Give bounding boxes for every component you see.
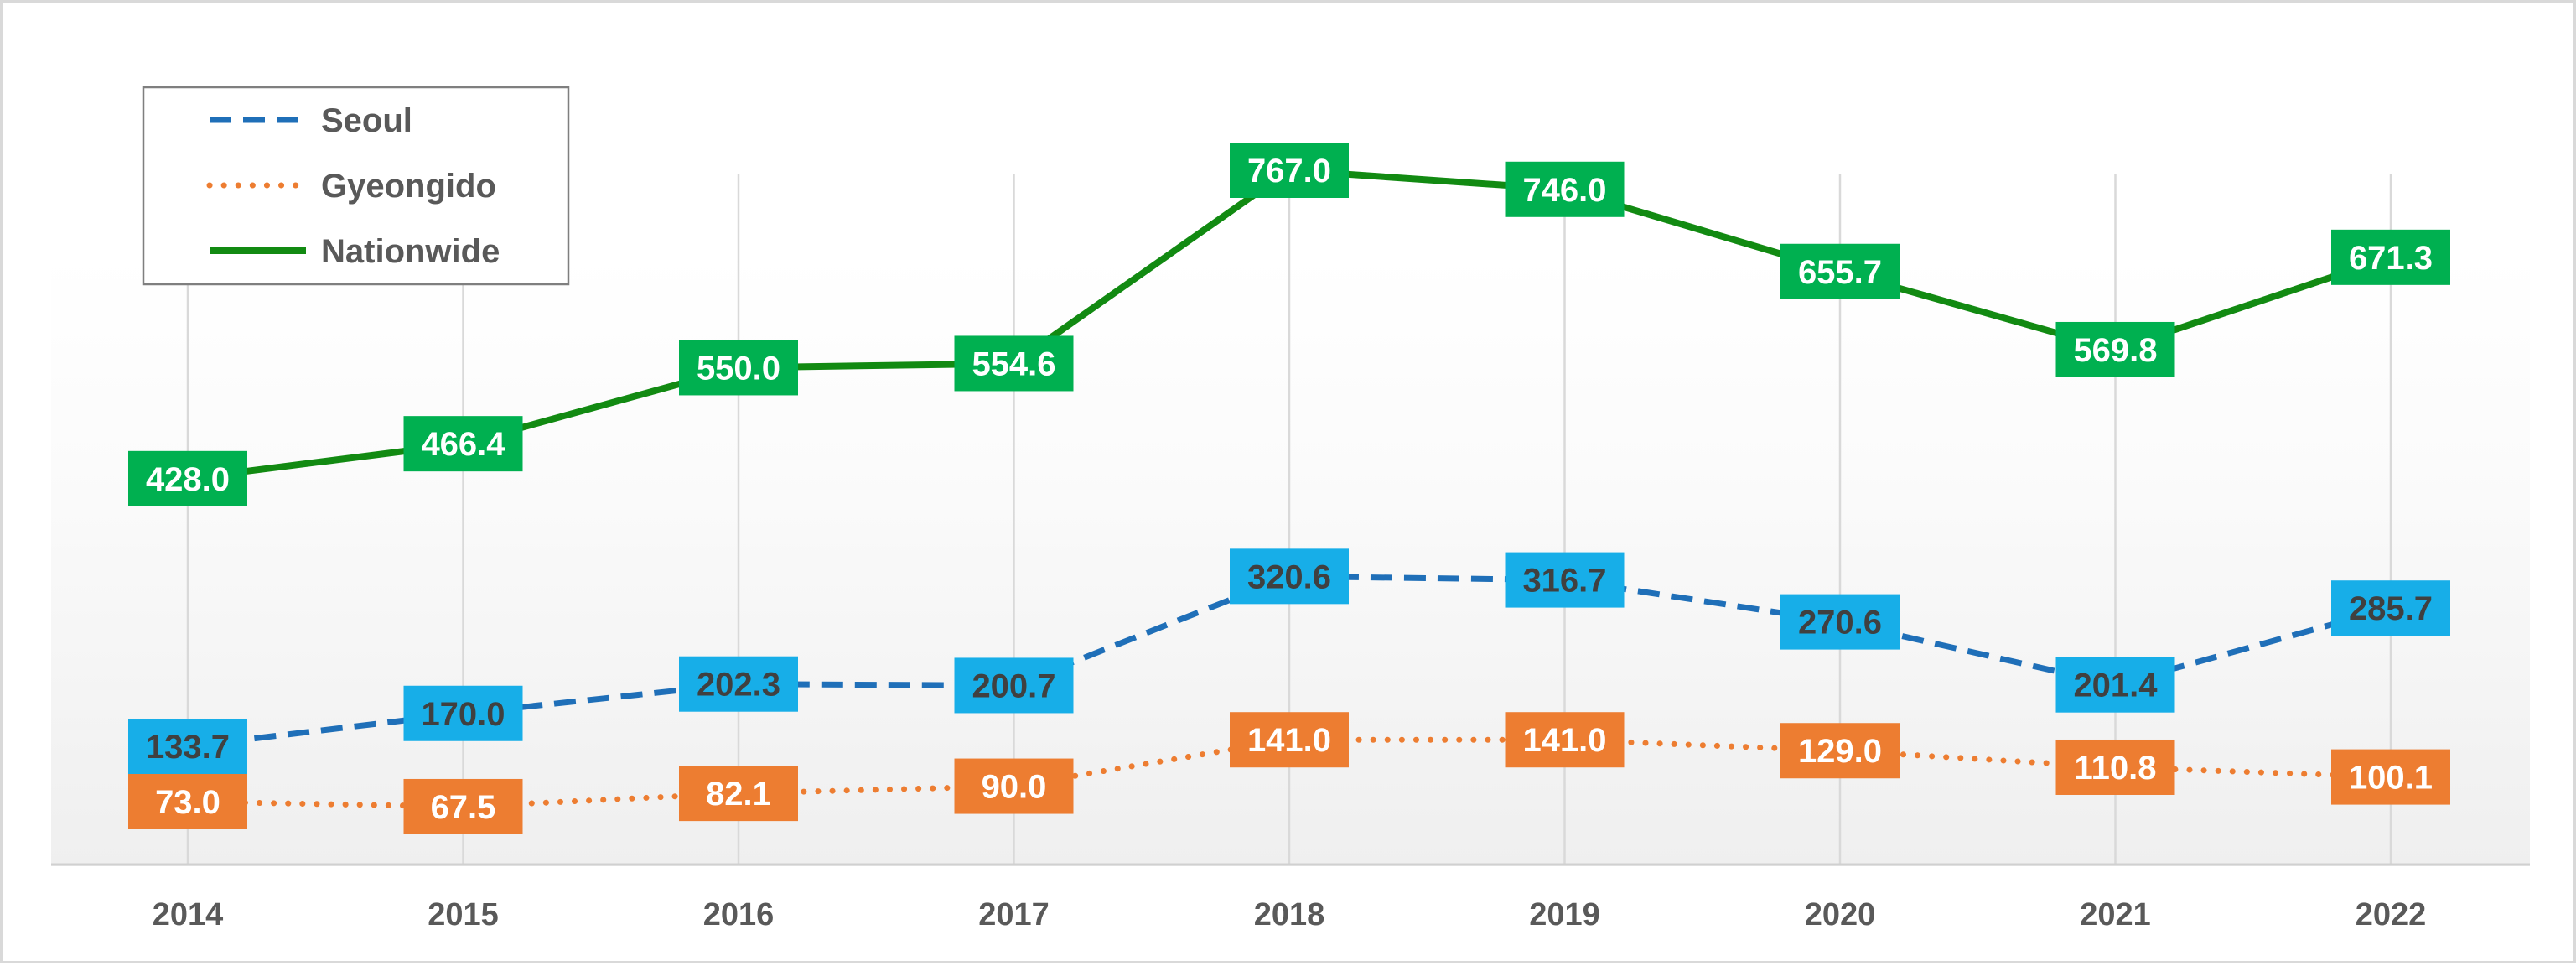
data-label-gyeongido-2019: 141.0 [1505, 712, 1625, 768]
data-label-value: 129.0 [1798, 733, 1882, 770]
data-label-box [1505, 712, 1625, 768]
data-label-value: 671.3 [2349, 240, 2433, 277]
data-label-value: 569.8 [2073, 332, 2157, 369]
data-label-box [2331, 749, 2450, 805]
data-label-nationwide-2016: 550.0 [679, 340, 798, 396]
x-tick-label-2022: 2022 [2356, 897, 2427, 932]
data-label-value: 100.1 [2349, 760, 2433, 797]
data-labels: 133.7 170.0 202.3 200.7 320.6 316.7 270.6 201.4… [128, 143, 2450, 834]
data-label-value: 110.8 [2075, 750, 2157, 787]
data-label-box [2055, 657, 2175, 713]
data-label-value: 141.0 [1247, 722, 1331, 759]
data-label-gyeongido-2015: 67.5 [403, 778, 523, 834]
data-label-gyeongido-2018: 141.0 [1230, 712, 1349, 768]
data-label-box [1505, 161, 1625, 217]
data-label-value: 550.0 [697, 350, 780, 387]
data-label-seoul-2015: 170.0 [403, 685, 523, 741]
data-label-nationwide-2018: 767.0 [1230, 143, 1349, 198]
data-label-box [128, 719, 247, 775]
data-label-value: 73.0 [155, 784, 220, 821]
line-chart: 2014 2015 2016 2017 2018 2019 2020 2021 2022 133… [51, 86, 2530, 932]
data-label-value: 320.6 [1247, 558, 1331, 595]
data-label-gyeongido-2017: 90.0 [954, 758, 1074, 814]
data-label-value: 428.0 [146, 461, 230, 498]
x-tick-label-2018: 2018 [1254, 897, 1325, 932]
data-label-gyeongido-2016: 82.1 [679, 766, 798, 822]
data-label-box [2055, 321, 2175, 377]
data-label-value: 170.0 [421, 696, 505, 733]
data-label-seoul-2022: 285.7 [2331, 580, 2450, 636]
data-label-nationwide-2015: 466.4 [403, 416, 523, 472]
data-label-box [954, 758, 1074, 814]
data-label-box [1780, 243, 1900, 299]
data-label-seoul-2014: 133.7 [128, 719, 247, 775]
legend-label-gyeongido: Gyeongido [321, 168, 496, 205]
data-label-gyeongido-2022: 100.1 [2331, 749, 2450, 805]
data-label-box [1780, 723, 1900, 779]
data-label-nationwide-2017: 554.6 [954, 335, 1074, 392]
data-label-gyeongido-2021: 110.8 [2055, 739, 2175, 795]
data-label-box [679, 340, 798, 396]
x-tick-label-2014: 2014 [153, 897, 224, 932]
x-tick-label-2016: 2016 [703, 897, 775, 932]
data-label-value: 202.3 [697, 667, 780, 704]
data-label-value: 285.7 [2349, 590, 2433, 627]
data-label-box [128, 450, 247, 506]
data-label-box [954, 335, 1074, 392]
x-tick-label-2017: 2017 [978, 897, 1050, 932]
data-label-box [2331, 580, 2450, 636]
data-label-seoul-2017: 200.7 [954, 657, 1074, 714]
data-label-value: 141.0 [1522, 722, 1606, 759]
data-label-value: 466.4 [421, 426, 505, 463]
legend-label-nationwide: Nationwide [321, 233, 500, 270]
x-tick-label-2019: 2019 [1529, 897, 1600, 932]
data-label-seoul-2019: 316.7 [1505, 552, 1625, 608]
data-label-value: 316.7 [1522, 563, 1606, 600]
data-label-box [403, 416, 523, 472]
data-label-value: 90.0 [982, 769, 1047, 806]
data-label-gyeongido-2020: 129.0 [1780, 723, 1900, 779]
data-label-box [403, 685, 523, 741]
data-label-value: 67.5 [431, 789, 496, 826]
data-label-box [1230, 143, 1349, 198]
legend-label-seoul: Seoul [321, 102, 412, 139]
x-tick-label-2020: 2020 [1805, 897, 1876, 932]
data-label-box [954, 657, 1074, 714]
data-label-box [403, 778, 523, 834]
data-label-box [1230, 548, 1349, 605]
data-label-box [679, 656, 798, 712]
legend: Seoul Gyeongido Nationwide [142, 86, 570, 286]
data-label-gyeongido-2014: 73.0 [128, 774, 247, 829]
data-label-value: 767.0 [1247, 153, 1331, 190]
data-label-box [1505, 552, 1625, 608]
data-label-value: 746.0 [1522, 172, 1606, 209]
data-label-nationwide-2021: 569.8 [2055, 321, 2175, 377]
data-label-nationwide-2022: 671.3 [2331, 229, 2450, 285]
data-label-box [1230, 712, 1349, 768]
data-label-value: 554.6 [972, 345, 1055, 382]
data-label-nationwide-2019: 746.0 [1505, 161, 1625, 217]
data-label-value: 133.7 [146, 729, 230, 766]
x-tick-label-2015: 2015 [428, 897, 499, 932]
data-label-nationwide-2014: 428.0 [128, 450, 247, 506]
data-label-seoul-2016: 202.3 [679, 656, 798, 712]
data-label-seoul-2018: 320.6 [1230, 548, 1349, 605]
data-label-box [2331, 229, 2450, 285]
data-label-value: 200.7 [972, 667, 1055, 704]
data-label-box [2055, 739, 2175, 795]
data-label-value: 201.4 [2073, 667, 2158, 704]
data-label-nationwide-2020: 655.7 [1780, 243, 1900, 299]
data-label-box [128, 774, 247, 829]
data-label-seoul-2020: 270.6 [1780, 594, 1900, 650]
data-label-box [679, 766, 798, 822]
data-label-value: 82.1 [706, 776, 771, 813]
data-label-value: 270.6 [1798, 605, 1882, 641]
data-label-box [1780, 594, 1900, 650]
x-tick-label-2021: 2021 [2080, 897, 2151, 932]
data-label-seoul-2021: 201.4 [2055, 657, 2175, 713]
data-label-value: 655.7 [1798, 254, 1882, 291]
x-axis-ticks: 2014 2015 2016 2017 2018 2019 2020 2021 2022 [153, 897, 2427, 932]
